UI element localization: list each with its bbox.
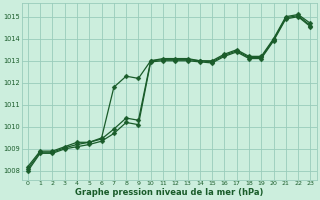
X-axis label: Graphe pression niveau de la mer (hPa): Graphe pression niveau de la mer (hPa) [75, 188, 263, 197]
